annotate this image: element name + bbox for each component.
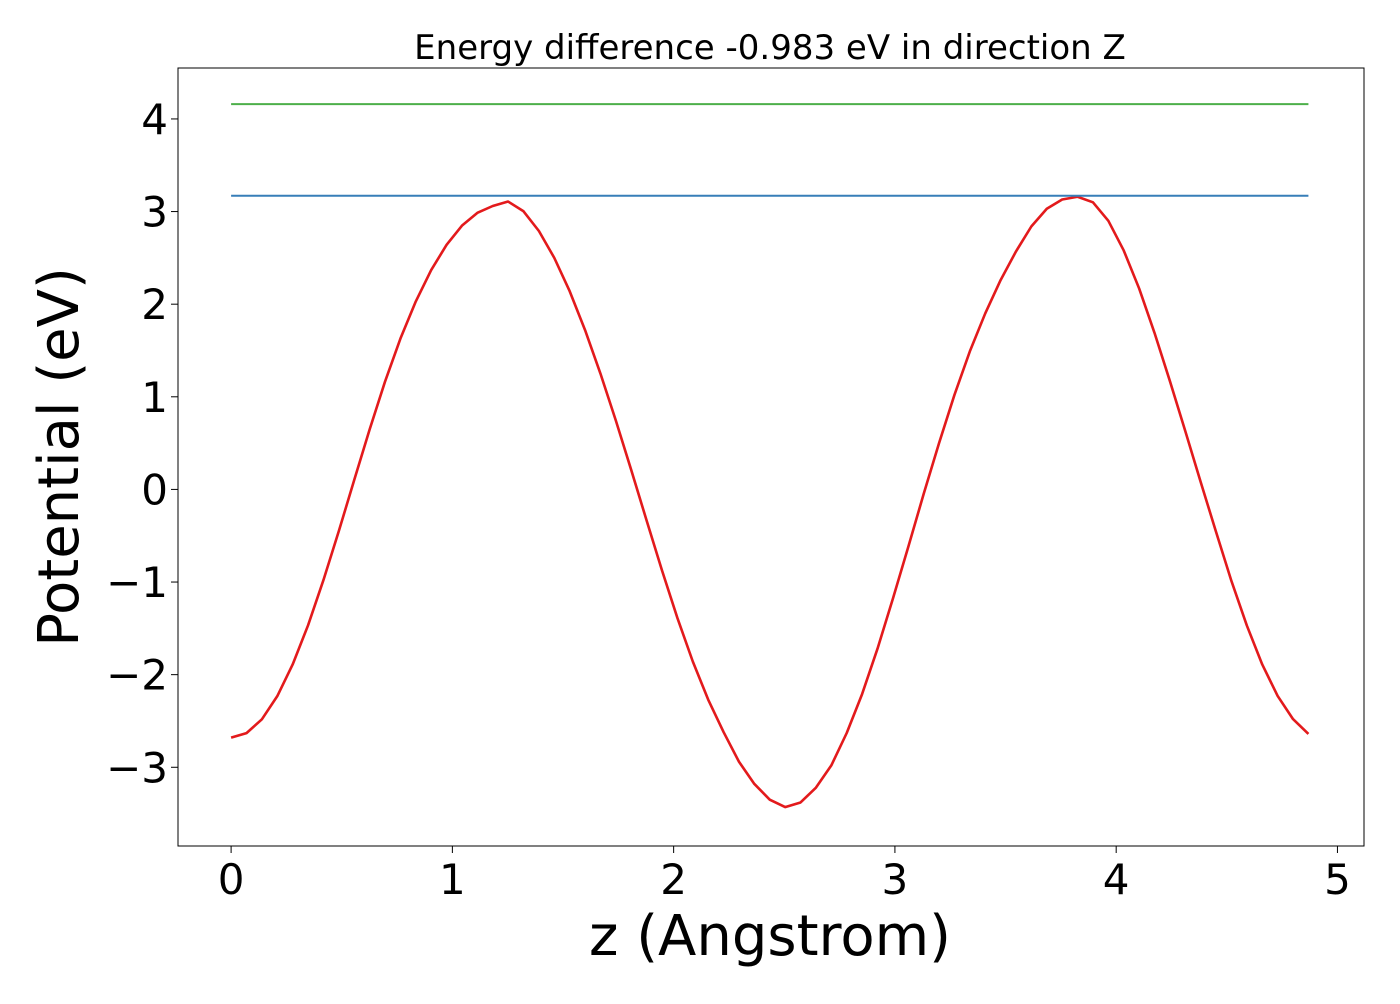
x-tick-label: 0 [218,855,245,904]
plot-frame [177,67,1365,847]
y-tick-label: 3 [141,188,168,237]
x-tick-label: 3 [882,855,909,904]
x-tick-label: 4 [1103,855,1130,904]
x-tick-label: 5 [1324,855,1351,904]
y-tick-label: 4 [141,95,168,144]
y-tick-label: 0 [141,465,168,514]
y-tick-label: −1 [106,558,168,607]
y-tick-label: −2 [106,651,168,700]
x-axis-ticks: 0 1 2 3 4 5 [218,846,1351,904]
x-tick-label: 1 [439,855,466,904]
y-tick-label: 2 [141,280,168,329]
series-line-0 [230,195,1310,809]
x-axis-label: z (Angstrom) [589,904,951,969]
x-tick-label: 2 [660,855,687,904]
y-tick-label: −3 [106,743,168,792]
y-tick-label: 1 [141,373,168,422]
y-axis-label: Potential (eV) [27,267,92,647]
chart-title: Energy difference -0.983 eV in direction… [414,28,1126,68]
series-layer [230,103,1310,809]
y-axis-ticks: −3 −2 −1 0 1 2 3 4 [106,95,178,792]
